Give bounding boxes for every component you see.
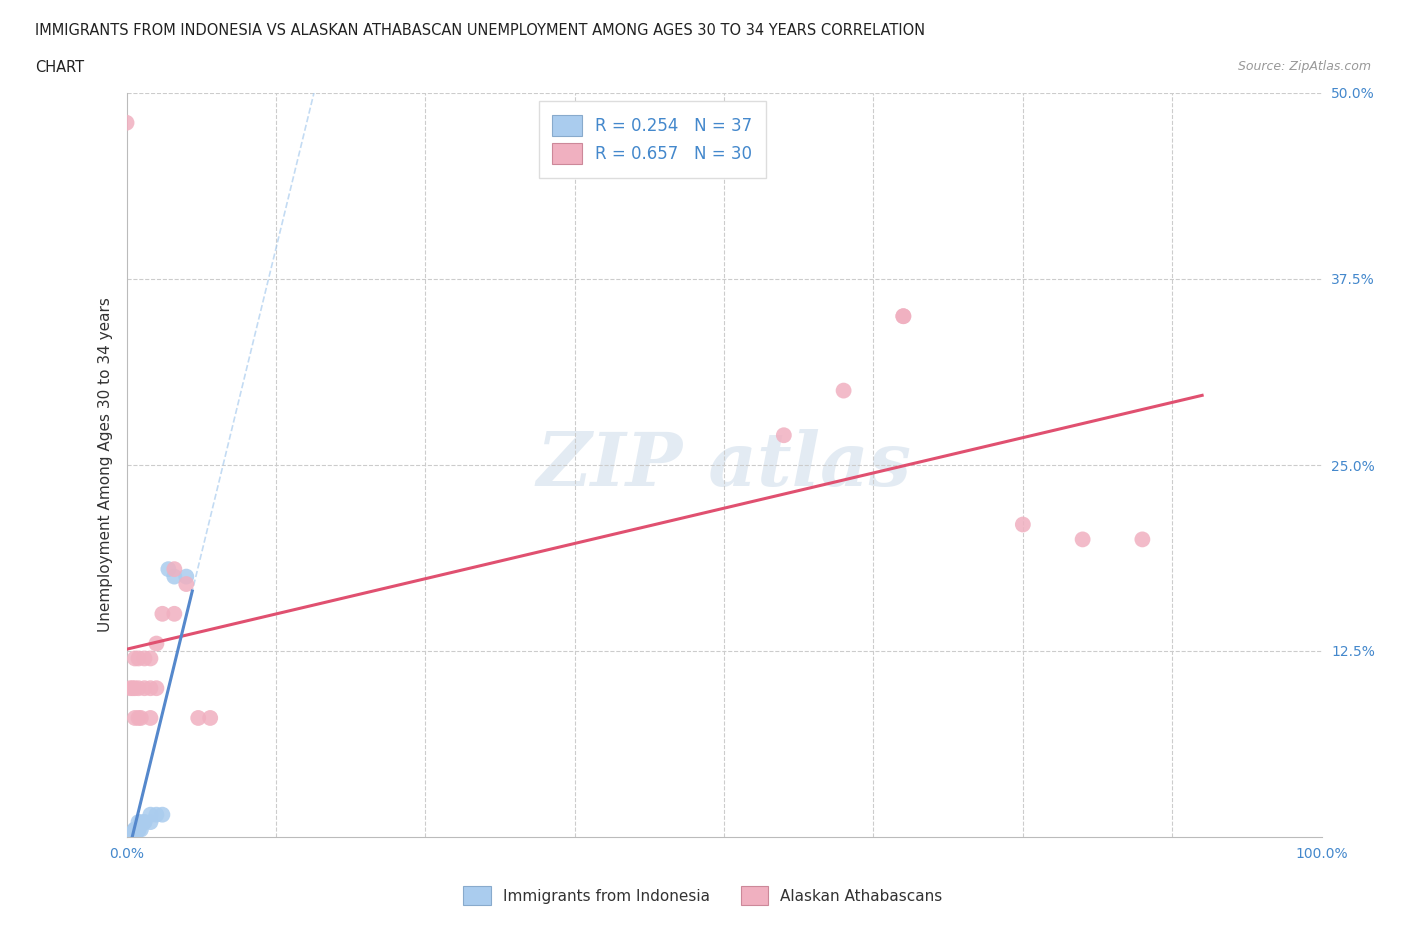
Point xyxy=(187,711,209,725)
Point xyxy=(163,569,186,584)
Text: Source: ZipAtlas.com: Source: ZipAtlas.com xyxy=(1237,60,1371,73)
Point xyxy=(134,651,156,666)
Point xyxy=(150,807,174,822)
Point xyxy=(115,830,138,844)
Point xyxy=(157,562,180,577)
Legend: Immigrants from Indonesia, Alaskan Athabascans: Immigrants from Indonesia, Alaskan Athab… xyxy=(457,881,949,911)
Point xyxy=(121,830,143,844)
Point xyxy=(124,822,146,837)
Point xyxy=(174,577,197,591)
Point xyxy=(127,822,149,837)
Point xyxy=(124,822,146,837)
Y-axis label: Unemployment Among Ages 30 to 34 years: Unemployment Among Ages 30 to 34 years xyxy=(97,298,112,632)
Point xyxy=(163,606,186,621)
Point xyxy=(115,830,138,844)
Point xyxy=(120,830,142,844)
Point xyxy=(127,651,149,666)
Point xyxy=(134,815,156,830)
Point xyxy=(134,681,156,696)
Text: IMMIGRANTS FROM INDONESIA VS ALASKAN ATHABASCAN UNEMPLOYMENT AMONG AGES 30 TO 34: IMMIGRANTS FROM INDONESIA VS ALASKAN ATH… xyxy=(35,23,925,38)
Point xyxy=(145,681,167,696)
Point xyxy=(115,115,138,130)
Point xyxy=(832,383,855,398)
Point xyxy=(127,815,149,830)
Point xyxy=(121,830,143,844)
Point xyxy=(145,807,167,822)
Point xyxy=(129,815,152,830)
Point xyxy=(139,807,162,822)
Legend: R = 0.254   N = 37, R = 0.657   N = 30: R = 0.254 N = 37, R = 0.657 N = 30 xyxy=(538,101,766,178)
Point xyxy=(120,830,142,844)
Point xyxy=(127,711,149,725)
Point xyxy=(115,830,138,844)
Point xyxy=(115,830,138,844)
Point xyxy=(115,830,138,844)
Point xyxy=(163,562,186,577)
Point xyxy=(139,815,162,830)
Text: CHART: CHART xyxy=(35,60,84,75)
Point xyxy=(139,651,162,666)
Point xyxy=(150,606,174,621)
Point xyxy=(145,636,167,651)
Point xyxy=(139,711,162,725)
Point xyxy=(127,822,149,837)
Point xyxy=(127,822,149,837)
Point xyxy=(115,830,138,844)
Point xyxy=(127,681,149,696)
Point xyxy=(1071,532,1094,547)
Point xyxy=(129,711,152,725)
Point xyxy=(1011,517,1033,532)
Point xyxy=(121,830,143,844)
Point xyxy=(891,309,914,324)
Point xyxy=(773,428,796,443)
Point xyxy=(200,711,222,725)
Point xyxy=(139,681,162,696)
Point xyxy=(115,830,138,844)
Point xyxy=(120,681,142,696)
Point xyxy=(174,569,197,584)
Point xyxy=(129,822,152,837)
Point xyxy=(134,815,156,830)
Point xyxy=(124,651,146,666)
Point xyxy=(124,830,146,844)
Point xyxy=(891,309,914,324)
Point xyxy=(115,830,138,844)
Point xyxy=(120,830,142,844)
Point xyxy=(115,830,138,844)
Point xyxy=(120,830,142,844)
Point xyxy=(124,830,146,844)
Point xyxy=(124,711,146,725)
Point xyxy=(124,822,146,837)
Text: ZIP atlas: ZIP atlas xyxy=(537,429,911,501)
Point xyxy=(121,681,143,696)
Point xyxy=(1130,532,1153,547)
Point xyxy=(115,830,138,844)
Point xyxy=(124,681,146,696)
